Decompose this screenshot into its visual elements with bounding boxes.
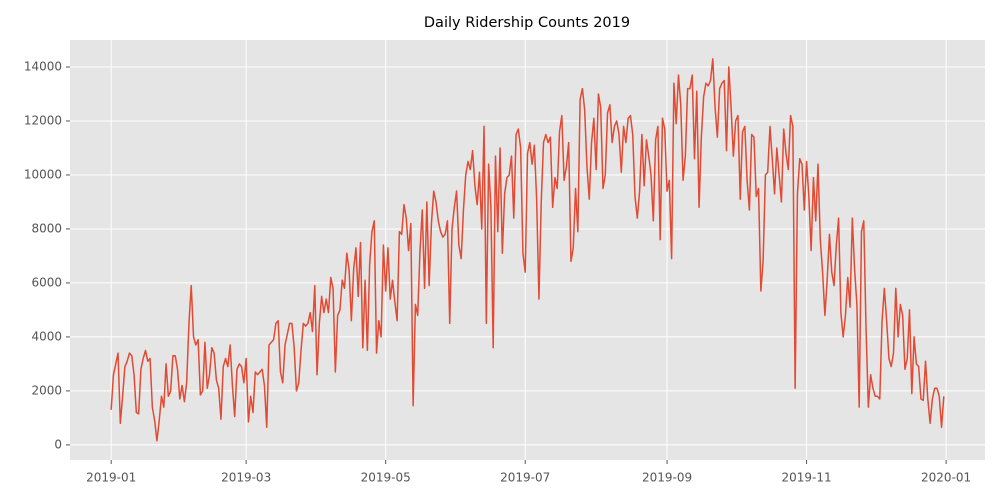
x-tick-label: 2019-07: [500, 471, 550, 485]
x-tick-label: 2019-03: [221, 471, 271, 485]
y-tick-label: 8000: [31, 221, 62, 235]
x-tick-label: 2019-01: [86, 471, 136, 485]
y-tick-label: 12000: [24, 113, 62, 127]
y-tick-label: 6000: [31, 275, 62, 289]
y-tick-label: 10000: [24, 167, 62, 181]
x-tick-label: 2019-05: [361, 471, 411, 485]
y-tick-label: 2000: [31, 383, 62, 397]
y-tick-label: 0: [54, 437, 62, 451]
chart-title: Daily Ridership Counts 2019: [424, 15, 630, 31]
data-line: [110, 58, 945, 442]
x-tick-label: 2019-09: [642, 471, 692, 485]
x-tick-label: 2020-01: [921, 471, 971, 485]
x-tick-label: 2019-11: [782, 471, 832, 485]
y-tick-label: 14000: [24, 59, 62, 73]
plot-area: [70, 40, 985, 460]
y-tick-label: 4000: [31, 329, 62, 343]
